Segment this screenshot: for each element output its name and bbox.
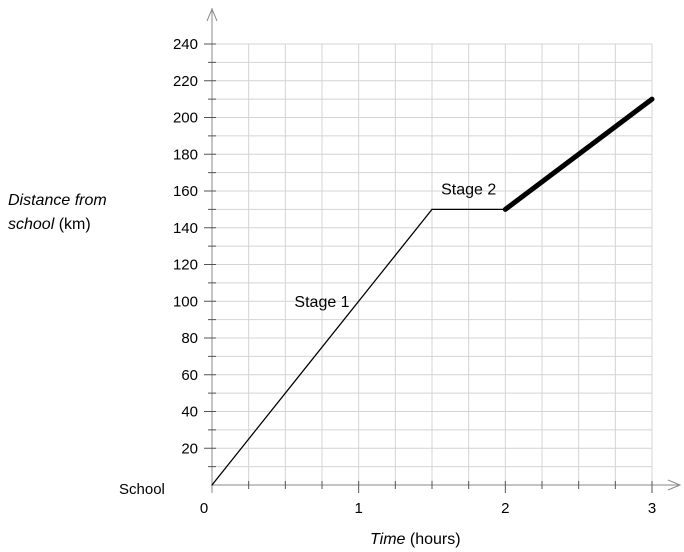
y-axis-title-unit: (km) bbox=[54, 216, 90, 233]
stage-2-label: Stage 2 bbox=[441, 182, 496, 199]
grid bbox=[212, 43, 653, 485]
stage-1-label: Stage 1 bbox=[294, 294, 349, 311]
y-tick-label: 140 bbox=[173, 220, 198, 237]
y-tick-label: 20 bbox=[181, 440, 198, 457]
y-tick-label: 80 bbox=[181, 330, 198, 347]
y-tick-label: 200 bbox=[173, 110, 198, 127]
axes bbox=[206, 7, 682, 493]
x-tick-label: 2 bbox=[501, 500, 509, 517]
y-axis-title-italic: school bbox=[8, 216, 55, 233]
journey-segment-3 bbox=[502, 96, 655, 212]
x-axis-arrow bbox=[667, 479, 682, 491]
y-tick-label: 100 bbox=[173, 293, 198, 310]
y-tick-label: 220 bbox=[173, 73, 198, 90]
x-tick-label: 0 bbox=[200, 500, 208, 517]
x-tick-labels: 0 1 2 3 bbox=[200, 500, 656, 517]
y-tick-label: 40 bbox=[181, 404, 198, 421]
y-origin-label: School bbox=[119, 481, 165, 498]
y-axis-arrow bbox=[206, 7, 218, 22]
y-tick-label: 180 bbox=[173, 146, 198, 163]
y-tick-label: 120 bbox=[173, 257, 198, 274]
x-tick-label: 1 bbox=[354, 500, 362, 517]
journey-line bbox=[211, 96, 655, 486]
annotations: Stage 1 Stage 2 bbox=[294, 182, 496, 311]
y-axis-title-line1: Distance from bbox=[8, 192, 107, 209]
x-axis-title-unit: (hours) bbox=[405, 531, 460, 548]
journey-segment-1 bbox=[211, 208, 433, 486]
x-axis-title-italic: Time bbox=[370, 531, 406, 548]
y-axis-title-line2: school (km) bbox=[8, 216, 91, 233]
y-tick-label: 240 bbox=[173, 36, 198, 53]
y-tick-label: 60 bbox=[181, 367, 198, 384]
x-tick-label: 3 bbox=[648, 500, 656, 517]
y-tick-label: 160 bbox=[173, 183, 198, 200]
x-axis-title: Time (hours) bbox=[370, 531, 461, 548]
y-tick-labels: 20 40 60 80 100 120 140 160 180 200 220 240 bbox=[173, 36, 198, 457]
axis-ticks bbox=[204, 43, 653, 493]
